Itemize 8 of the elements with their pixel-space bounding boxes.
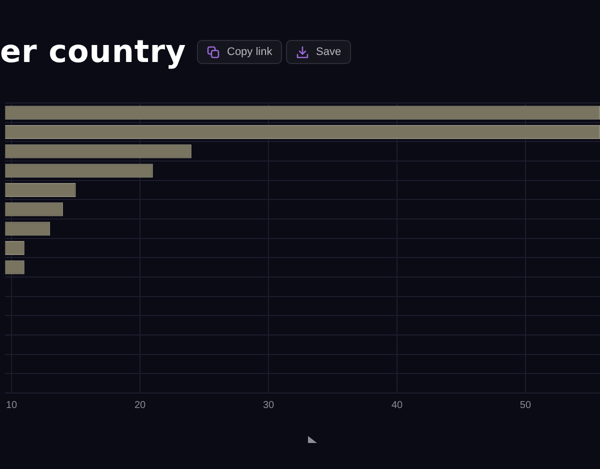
save-button[interactable]: Save: [286, 40, 352, 64]
x-tick-label: 40: [391, 400, 403, 411]
chart-title: er country: [0, 34, 186, 70]
copy-link-button[interactable]: Copy link: [197, 40, 282, 64]
x-tick-label: 30: [262, 400, 275, 411]
x-tick-label: 50: [520, 400, 532, 411]
x-tick-label: 10: [6, 400, 18, 411]
x-tick-label: 20: [134, 400, 146, 411]
